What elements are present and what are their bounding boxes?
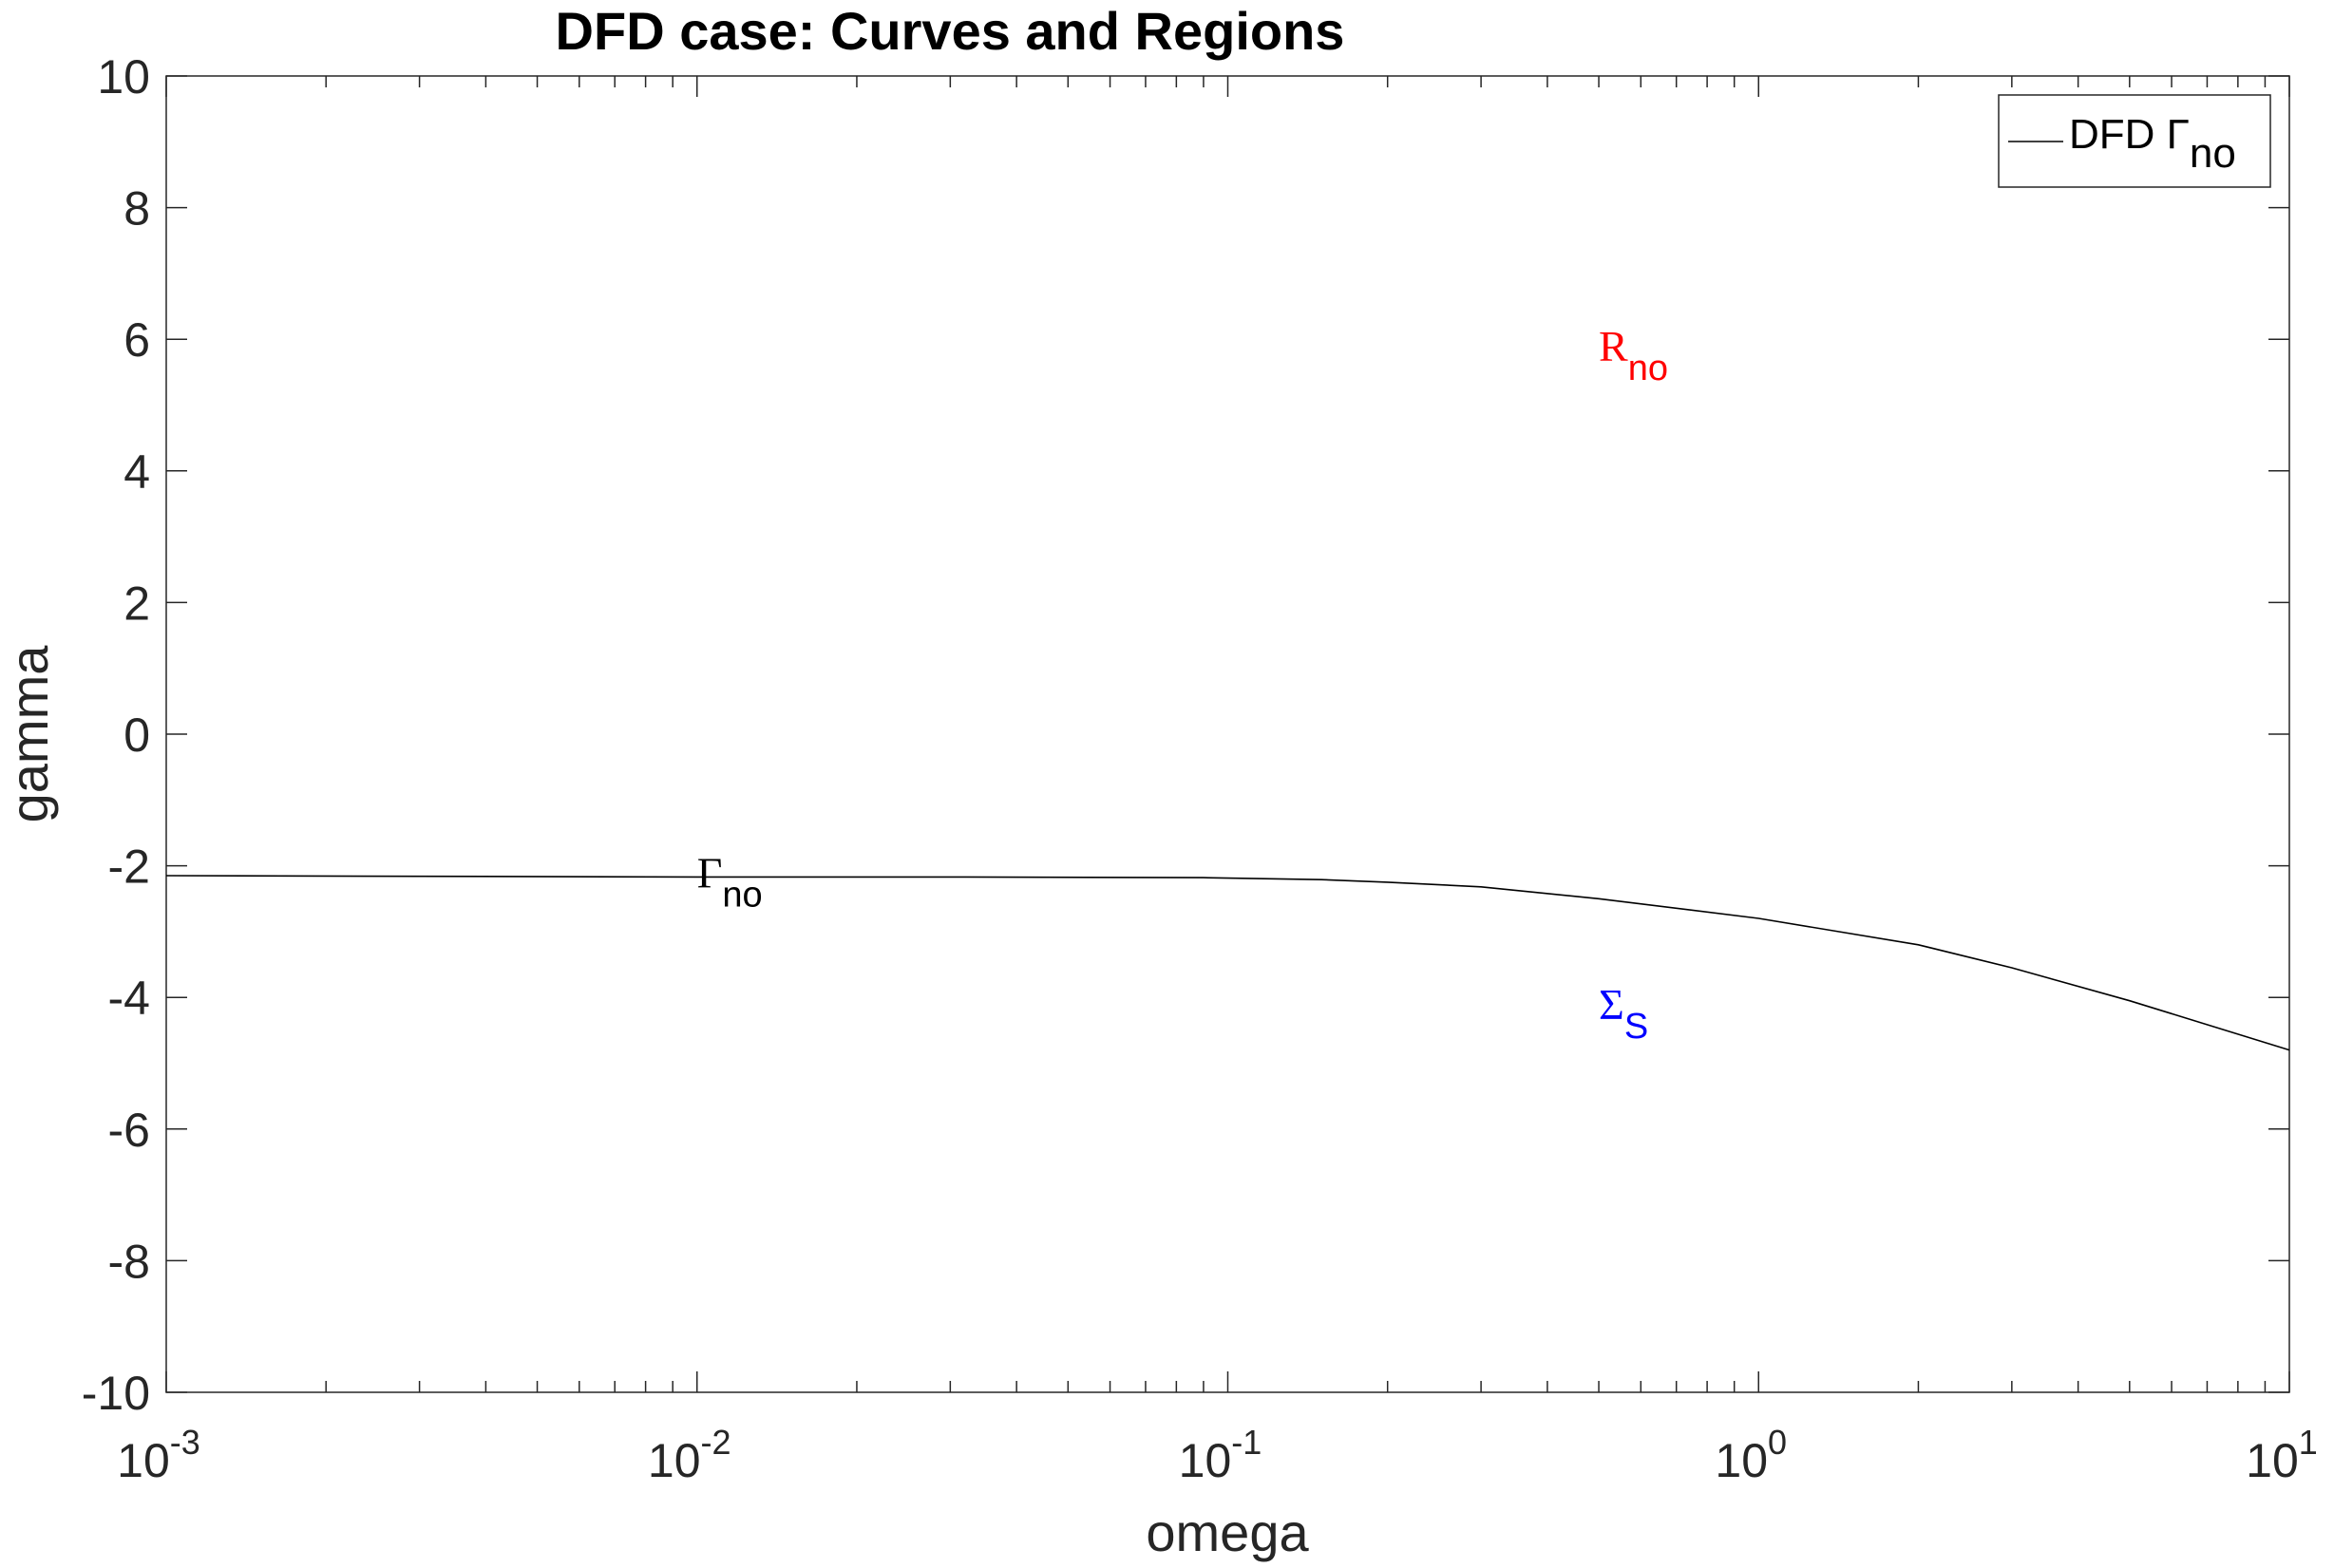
x-tick-exponent: 0 — [1768, 1423, 1787, 1462]
y-tick-label: 10 — [97, 50, 150, 104]
y-tick-label: 8 — [123, 182, 150, 236]
x-tick-label: 101 — [2246, 1423, 2318, 1487]
x-tick-labels: 10-3 10-2 10-1 100 101 — [117, 1423, 2318, 1487]
x-tick-base: 10 — [648, 1434, 701, 1487]
y-tick-label: 6 — [123, 313, 150, 367]
x-tick-exponent: -1 — [1231, 1423, 1262, 1462]
x-tick-exponent: 1 — [2299, 1423, 2318, 1462]
x-tick-base: 10 — [1179, 1434, 1232, 1487]
major-ticks — [165, 75, 2290, 1393]
annotation-sub: no — [722, 876, 762, 916]
legend-entry-main: DFD Γ — [2069, 111, 2190, 158]
minor-ticks — [325, 76, 2267, 1392]
x-tick-label: 10-1 — [1179, 1423, 1262, 1487]
series-lines — [165, 875, 2290, 1051]
x-tick-exponent: -2 — [701, 1423, 731, 1462]
chart-title: DFD case: Curves and Regions — [556, 1, 1345, 61]
region-annotation: Rno — [1599, 322, 1668, 388]
annotation-main: Γ — [697, 849, 723, 897]
annotation-sub: no — [1628, 349, 1668, 388]
region-annotation: Γno — [697, 849, 763, 916]
plot-frame — [165, 75, 2290, 1393]
y-tick-label: 4 — [123, 445, 150, 499]
legend-entry-label: DFD Γno — [2069, 111, 2236, 177]
y-tick-label: 0 — [123, 708, 150, 762]
x-tick-exponent: -3 — [170, 1423, 200, 1462]
x-axis-label: omega — [1146, 1502, 1309, 1562]
x-tick-base: 10 — [117, 1434, 170, 1487]
y-tick-label: -8 — [108, 1235, 150, 1288]
y-tick-label: -10 — [82, 1367, 150, 1420]
x-tick-base: 10 — [1715, 1434, 1768, 1487]
y-tick-labels: 10 8 6 4 2 0 -2 -4 -6 -8 -10 — [82, 50, 150, 1420]
annotation-sub: S — [1624, 1007, 1648, 1047]
y-tick-label: -6 — [108, 1104, 150, 1157]
legend-entry-sub: no — [2190, 130, 2236, 177]
y-tick-label: 2 — [123, 576, 150, 630]
annotation-main: Σ — [1599, 980, 1624, 1029]
y-axis-label: gamma — [0, 645, 59, 823]
legend: DFD Γno — [1998, 94, 2271, 188]
y-tick-label: -4 — [108, 972, 150, 1025]
x-tick-label: 10-3 — [117, 1423, 200, 1487]
region-annotation: ΣS — [1599, 980, 1648, 1047]
x-tick-base: 10 — [2246, 1434, 2299, 1487]
x-tick-label: 10-2 — [648, 1423, 731, 1487]
x-tick-label: 100 — [1715, 1423, 1787, 1487]
y-tick-label: -2 — [108, 841, 150, 894]
series-line-0 — [165, 875, 2290, 1051]
annotation-main: R — [1599, 322, 1628, 370]
